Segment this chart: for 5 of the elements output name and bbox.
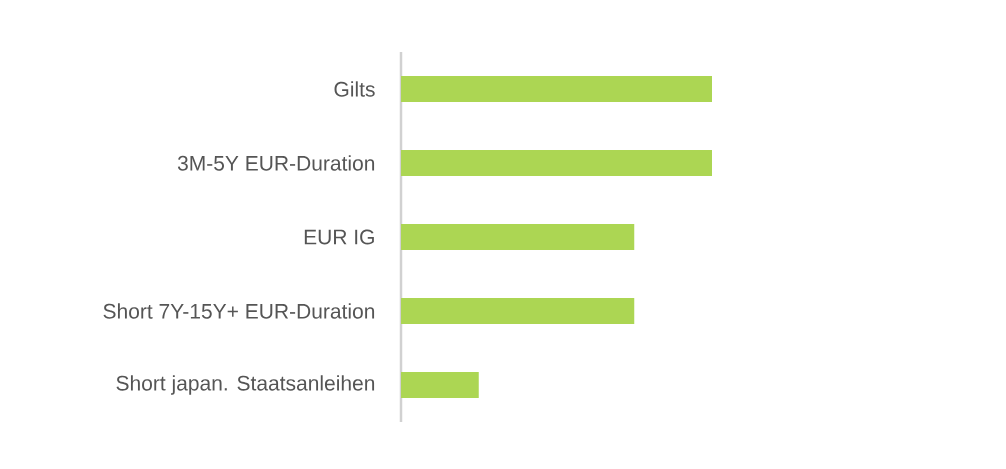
- y-tick-label: Short japan. Staatsanleihen: [116, 375, 375, 395]
- y-tick-label: 3M-5Y EUR-Duration: [177, 155, 375, 171]
- y-tick-label: Short 7Y-15Y+ EUR-Duration: [103, 303, 375, 319]
- y-tick-label: Gilts: [334, 81, 375, 97]
- y-tick-label: EUR IG: [304, 229, 374, 245]
